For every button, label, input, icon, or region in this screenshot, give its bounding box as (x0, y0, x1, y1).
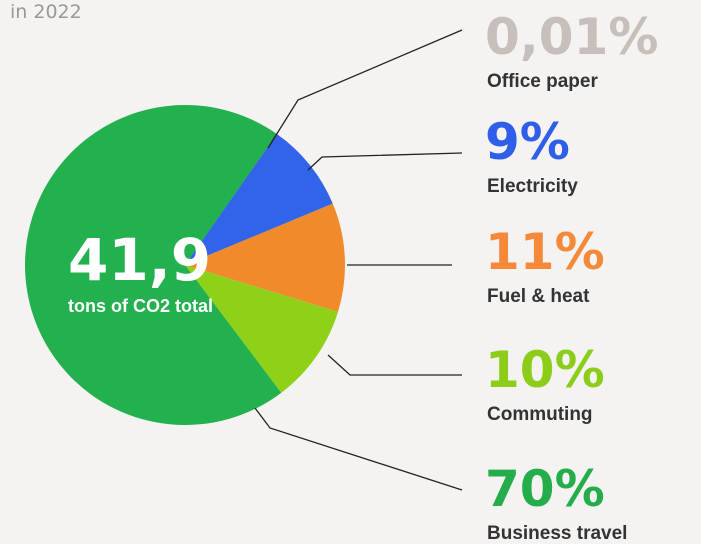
value-label: 10% (485, 341, 605, 399)
value-label: 70% (485, 460, 605, 518)
category-label: Electricity (487, 176, 578, 197)
category-label: Office paper (487, 71, 598, 92)
total-caption: tons of CO2 total (68, 296, 213, 316)
category-label: Commuting (487, 404, 593, 425)
chart: in 2022 41,9 tons of CO2 total 0,01% Offi… (0, 0, 701, 544)
value-label: 9% (485, 113, 570, 171)
value-label: 11% (485, 223, 605, 281)
category-label: Business travel (487, 523, 627, 544)
category-label: Fuel & heat (487, 286, 590, 307)
value-label: 0,01% (485, 8, 658, 66)
subtitle: in 2022 (10, 1, 82, 23)
total-value: 41,9 (68, 226, 211, 294)
